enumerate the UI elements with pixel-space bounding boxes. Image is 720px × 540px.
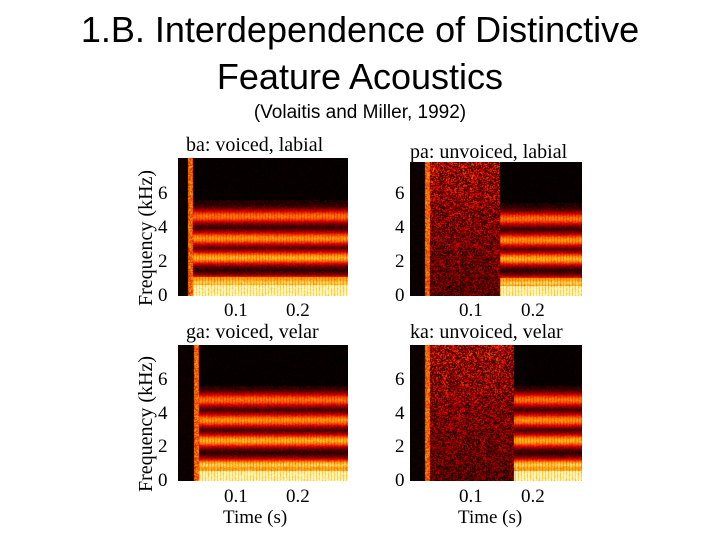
xtick-0.2: 0.2 <box>286 486 310 507</box>
ytick-4: 4 <box>395 403 405 424</box>
ytick-2: 2 <box>395 251 405 272</box>
xtick-0.1: 0.1 <box>224 486 248 507</box>
slide-title-line-2: Feature Acoustics <box>216 56 504 97</box>
citation: (Volaitis and Miller, 1992) <box>253 102 467 123</box>
xtick-0.1: 0.1 <box>459 300 483 321</box>
ytick-6: 6 <box>158 183 168 204</box>
xtick-0.2: 0.2 <box>521 486 545 507</box>
xtick-0.2: 0.2 <box>286 300 310 321</box>
x-axis-label: Time (s) <box>458 507 523 528</box>
slide-title-line-1: 1.B. Interdependence of Distinctive <box>80 9 640 50</box>
spectrogram-pa <box>410 162 582 296</box>
ytick-2: 2 <box>158 251 168 272</box>
ytick-6: 6 <box>395 369 405 390</box>
ytick-6: 6 <box>158 369 168 390</box>
ytick-6: 6 <box>395 183 405 204</box>
panel-title-ba: ba: voiced, labial <box>186 134 324 156</box>
spectrogram-ba <box>178 158 348 296</box>
x-axis-label: Time (s) <box>223 507 288 528</box>
panel-title-ka: ka: unvoiced, velar <box>410 321 563 343</box>
xtick-0.1: 0.1 <box>224 300 248 321</box>
ytick-2: 2 <box>158 436 168 457</box>
ytick-4: 4 <box>158 403 168 424</box>
spectrogram-ga <box>178 345 348 481</box>
y-axis-label-bottom: Frequency (kHz) <box>135 355 157 492</box>
ytick-0: 0 <box>158 285 168 306</box>
ytick-0: 0 <box>158 470 168 491</box>
xtick-0.1: 0.1 <box>459 486 483 507</box>
panel-title-pa: pa: unvoiced, labial <box>410 141 568 163</box>
y-axis-label-top: Frequency (kHz) <box>135 169 157 306</box>
spectrogram-ka <box>410 345 582 481</box>
ytick-2: 2 <box>395 436 405 457</box>
ytick-0: 0 <box>395 470 405 491</box>
xtick-0.2: 0.2 <box>521 300 545 321</box>
ytick-0: 0 <box>395 285 405 306</box>
ytick-4: 4 <box>158 217 168 238</box>
ytick-4: 4 <box>395 217 405 238</box>
panel-title-ga: ga: voiced, velar <box>186 321 319 343</box>
